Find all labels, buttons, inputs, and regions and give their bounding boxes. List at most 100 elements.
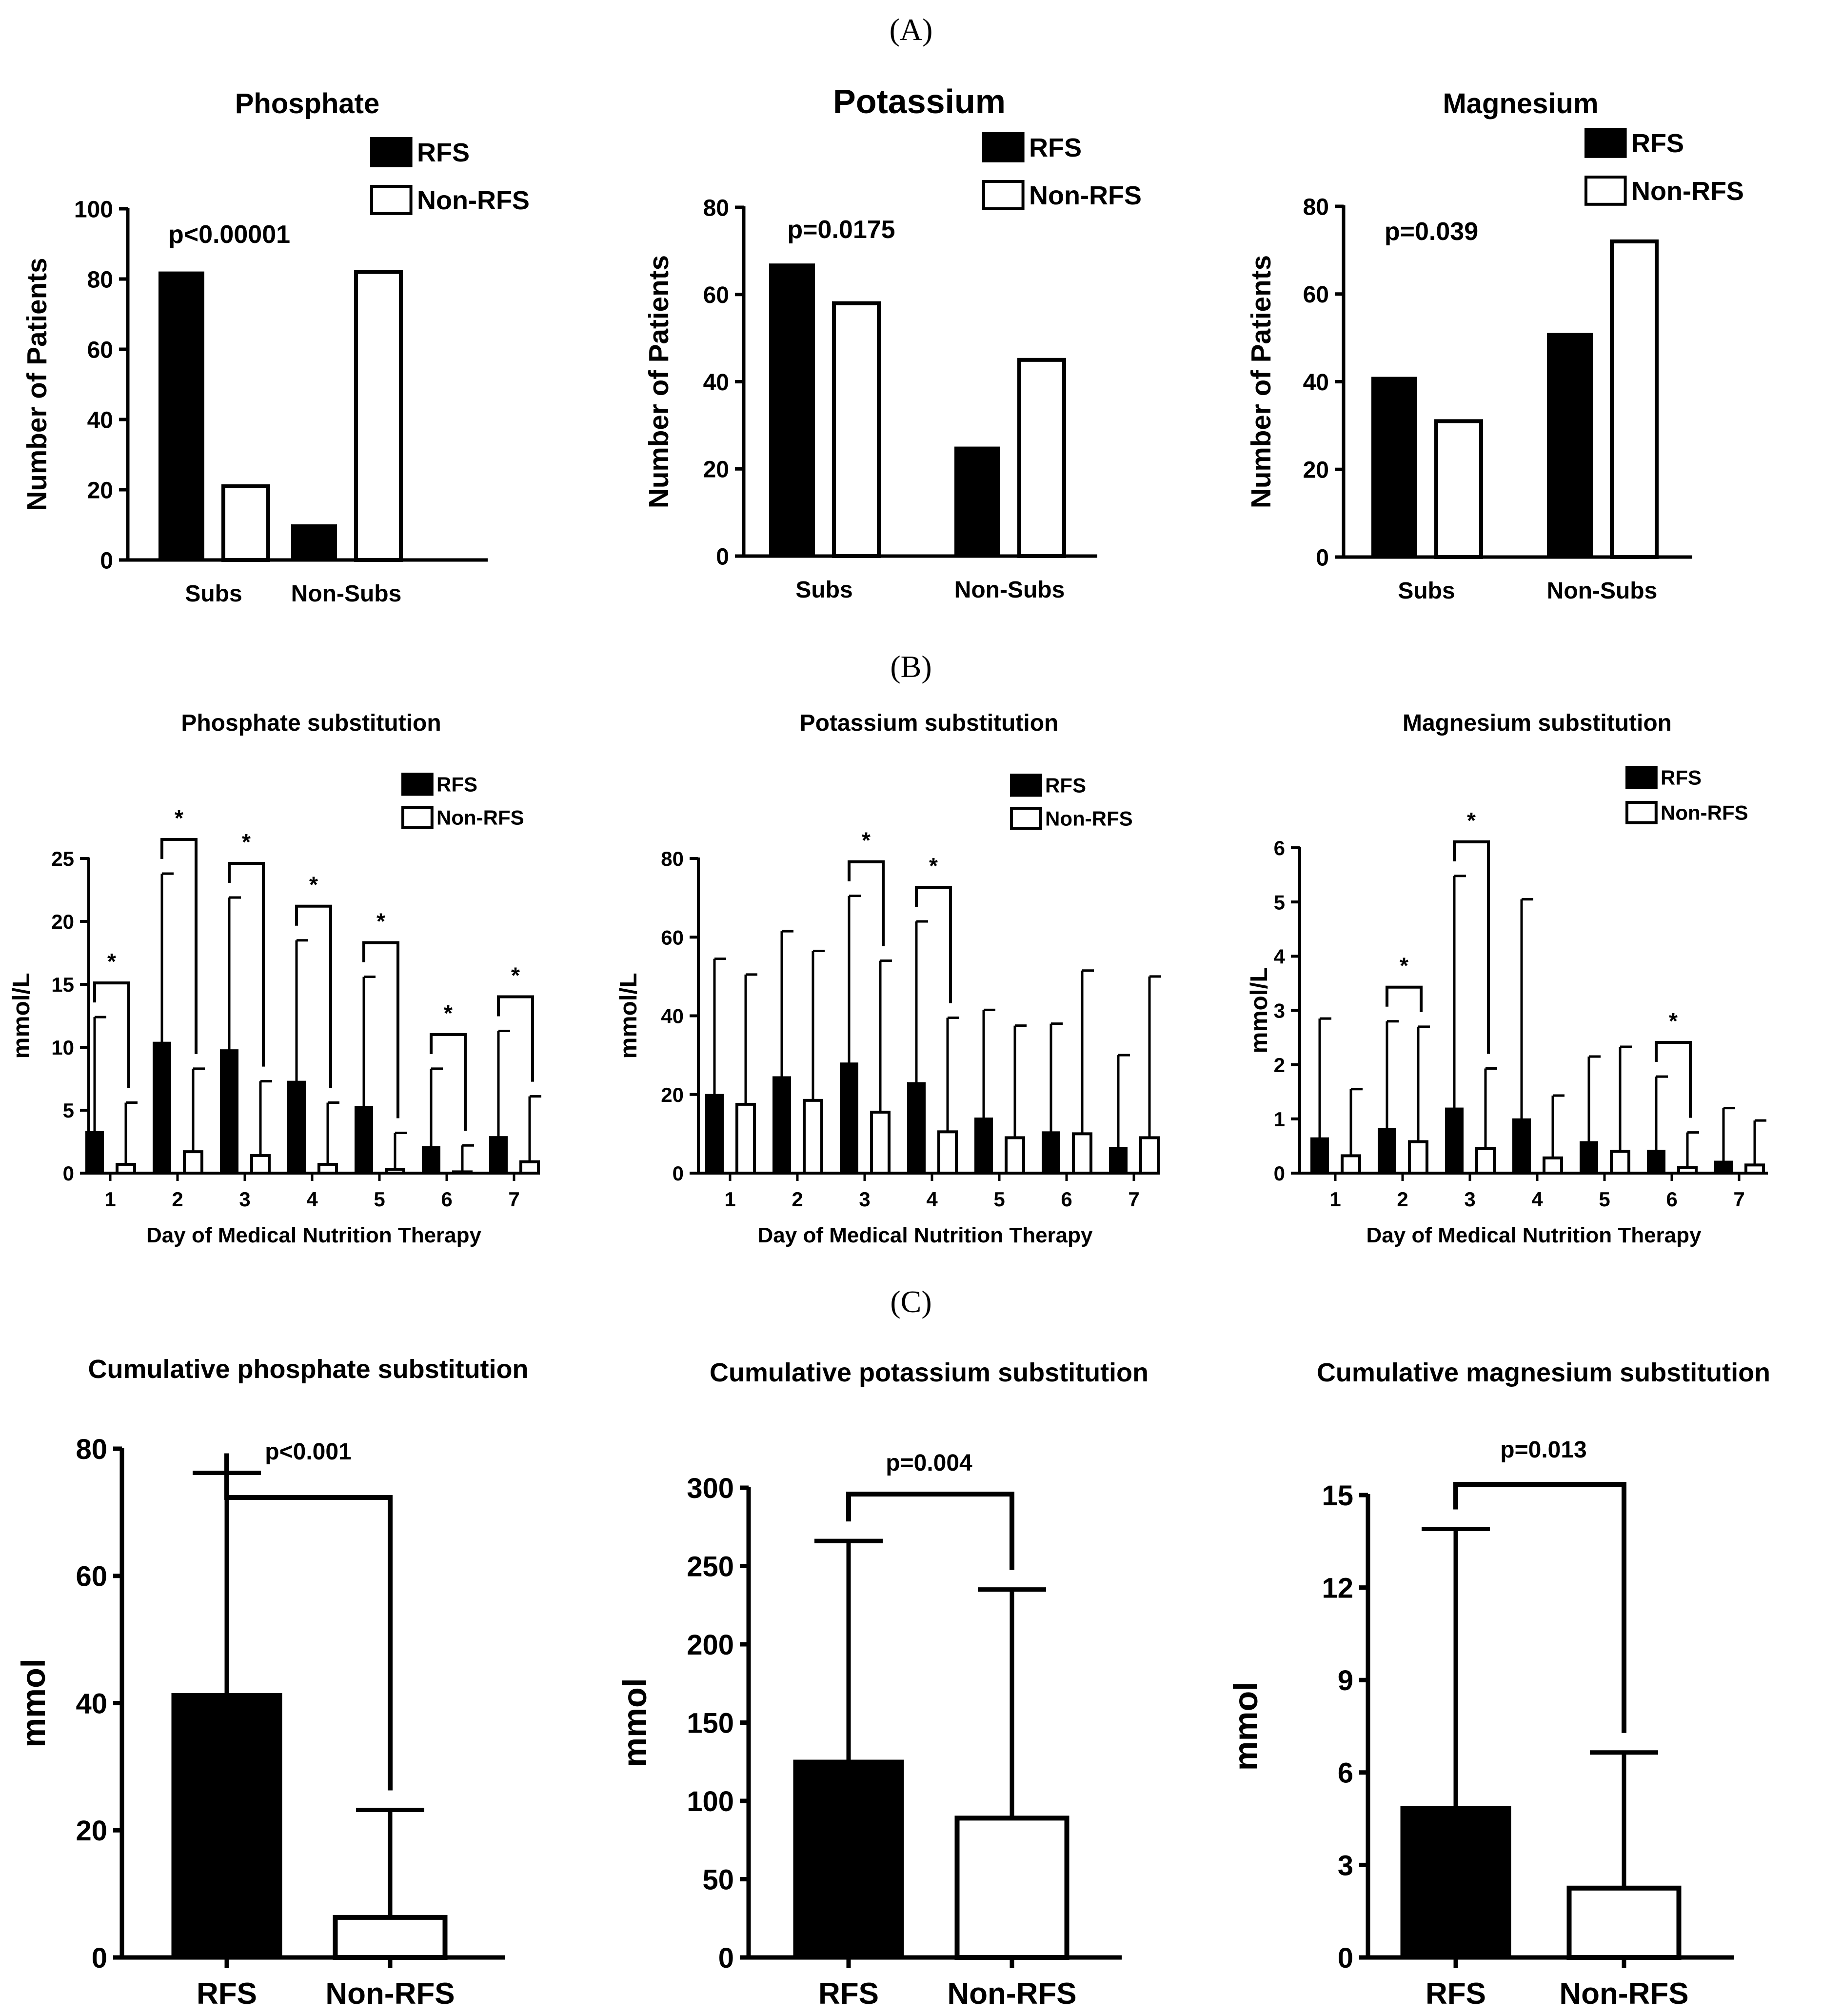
x-tick-label: RFS	[818, 1977, 879, 2011]
y-axis-label: mmol/L	[7, 973, 35, 1058]
bar-non-rfs	[1005, 1136, 1025, 1175]
y-tick-label: 60	[76, 1561, 107, 1593]
bar-rfs	[1580, 1141, 1598, 1174]
bar-non-rfs	[1341, 1154, 1361, 1175]
legend-label-rfs: RFS	[436, 773, 477, 796]
y-axis-label: Number of Patients	[1246, 255, 1277, 508]
x-axis-label: Day of Medical Nutrition Therapy	[758, 1223, 1093, 1247]
legend-swatch-rfs	[1010, 774, 1042, 797]
bar-rfs	[793, 1759, 904, 1958]
y-tick-label: 80	[87, 267, 113, 293]
legend-swatch-rfs	[982, 132, 1025, 162]
x-tick-label: Non-Subs	[291, 581, 402, 607]
y-tick-label: 5	[63, 1099, 74, 1122]
significance-star: *	[1669, 1008, 1678, 1034]
y-tick-label: 20	[87, 478, 113, 503]
bar-rfs	[355, 1106, 373, 1174]
y-axis-label: mmol/L	[614, 973, 642, 1058]
bar-rfs	[1400, 1806, 1511, 1958]
legend-label-rfs: RFS	[1661, 766, 1702, 789]
y-axis-label: mmol	[15, 1658, 52, 1748]
y-tick-label: 150	[687, 1707, 734, 1739]
bar-non-rfs	[1475, 1147, 1496, 1175]
bar-rfs	[974, 1118, 993, 1174]
chart-title: Potassium substitution	[800, 710, 1059, 736]
legend-swatch-non-rfs	[370, 185, 413, 215]
bar-non-rfs	[1139, 1136, 1160, 1175]
significance-bracket	[915, 886, 952, 1003]
x-tick-label: 6	[1061, 1188, 1072, 1211]
bar-rfs	[840, 1062, 858, 1174]
chart-potassium-substitution: 0 20 40 60 80 mmol/L Potassium substitution 1 2 3…	[614, 710, 1161, 1247]
x-tick-label: 4	[306, 1188, 318, 1211]
legend-label-non-rfs: Non-RFS	[1029, 181, 1142, 210]
y-tick-label: 2	[1274, 1054, 1285, 1077]
bar-rfs	[153, 1041, 171, 1174]
p-value-bracket	[1453, 1482, 1626, 1733]
x-tick-label: 1	[724, 1188, 735, 1211]
bar-non-rfs	[354, 270, 403, 562]
y-tick-label: 20	[1303, 458, 1329, 483]
x-tick-label: 7	[1128, 1188, 1139, 1211]
y-tick-label: 300	[687, 1473, 734, 1504]
legend-label-non-rfs: Non-RFS	[1045, 807, 1133, 830]
bar-non-rfs	[954, 1816, 1069, 1960]
bar-rfs	[1445, 1107, 1464, 1174]
y-tick-label: 60	[87, 337, 113, 363]
legend-label-non-rfs: Non-RFS	[417, 186, 530, 215]
x-tick-label: 2	[172, 1188, 183, 1211]
y-tick-label: 100	[687, 1786, 734, 1817]
significance-star: *	[107, 949, 116, 974]
significance-star: *	[175, 805, 183, 831]
y-axis-label: Number of Patients	[22, 258, 53, 511]
significance-star: *	[1400, 953, 1408, 978]
bar-rfs	[291, 524, 337, 560]
bar-rfs	[705, 1094, 724, 1174]
legend-swatch-non-rfs	[1584, 176, 1627, 206]
p-value-annotation: p=0.039	[1385, 218, 1478, 246]
bar-rfs	[907, 1082, 926, 1174]
x-tick-label: Non-Subs	[954, 577, 1065, 603]
x-tick-label: RFS	[197, 1977, 257, 2011]
bar-rfs	[1647, 1150, 1665, 1174]
x-tick-label: 5	[1599, 1188, 1610, 1211]
significance-star: *	[376, 909, 385, 934]
significance-bracket	[1655, 1041, 1692, 1118]
p-value-annotation: p=0.0175	[787, 216, 895, 244]
legend-label-rfs: RFS	[1045, 774, 1086, 797]
chart-title: Cumulative magnesium substitution	[1317, 1358, 1770, 1387]
bar-non-rfs	[183, 1150, 203, 1175]
p-value-annotation: p<0.001	[265, 1439, 351, 1465]
bar-non-rfs	[385, 1168, 405, 1175]
significance-bracket	[93, 981, 130, 1088]
bar-rfs	[1042, 1131, 1060, 1174]
bar-rfs	[769, 263, 815, 557]
legend-label-rfs: RFS	[1029, 133, 1082, 162]
bar-rfs	[171, 1693, 282, 1958]
significance-star: *	[309, 872, 318, 898]
x-tick-label: RFS	[1426, 1977, 1486, 2011]
y-tick-label: 20	[51, 910, 74, 933]
chart-cumulative-magnesium: 0 3 6 9 12 15 mmol Cumulative magnesium substit…	[1227, 1358, 1770, 2011]
y-tick-label: 0	[100, 548, 113, 574]
significance-star: *	[444, 1000, 453, 1026]
p-value-annotation: p=0.004	[886, 1450, 972, 1476]
y-tick-label: 20	[661, 1083, 684, 1106]
x-tick-label: 7	[508, 1188, 519, 1211]
y-tick-label: 60	[1303, 282, 1329, 308]
y-tick-label: 40	[703, 370, 729, 396]
bar-non-rfs	[735, 1102, 756, 1175]
y-tick-label: 6	[1274, 837, 1285, 859]
bar-non-rfs	[333, 1915, 448, 1960]
y-tick-label: 12	[1322, 1572, 1353, 1604]
y-tick-label: 15	[51, 973, 74, 996]
bar-non-rfs	[221, 484, 270, 562]
y-tick-label: 9	[1338, 1665, 1353, 1697]
panel-label-c: (C)	[890, 1284, 931, 1319]
x-tick-label: 3	[239, 1188, 250, 1211]
y-axis-label: mmol	[1227, 1682, 1265, 1771]
x-tick-label: 2	[792, 1188, 803, 1211]
chart-cumulative-phosphate: 0 20 40 60 80 mmol Cumulative phosphate substi…	[15, 1355, 529, 2011]
y-tick-label: 1	[1274, 1108, 1285, 1131]
y-tick-label: 20	[703, 457, 729, 483]
